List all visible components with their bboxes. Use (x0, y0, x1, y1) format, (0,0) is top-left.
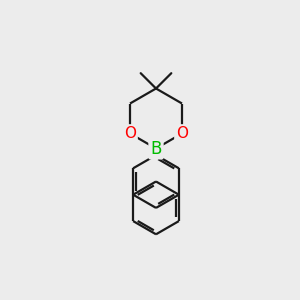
Text: B: B (150, 140, 162, 158)
Text: O: O (176, 126, 188, 141)
Text: O: O (124, 126, 136, 141)
